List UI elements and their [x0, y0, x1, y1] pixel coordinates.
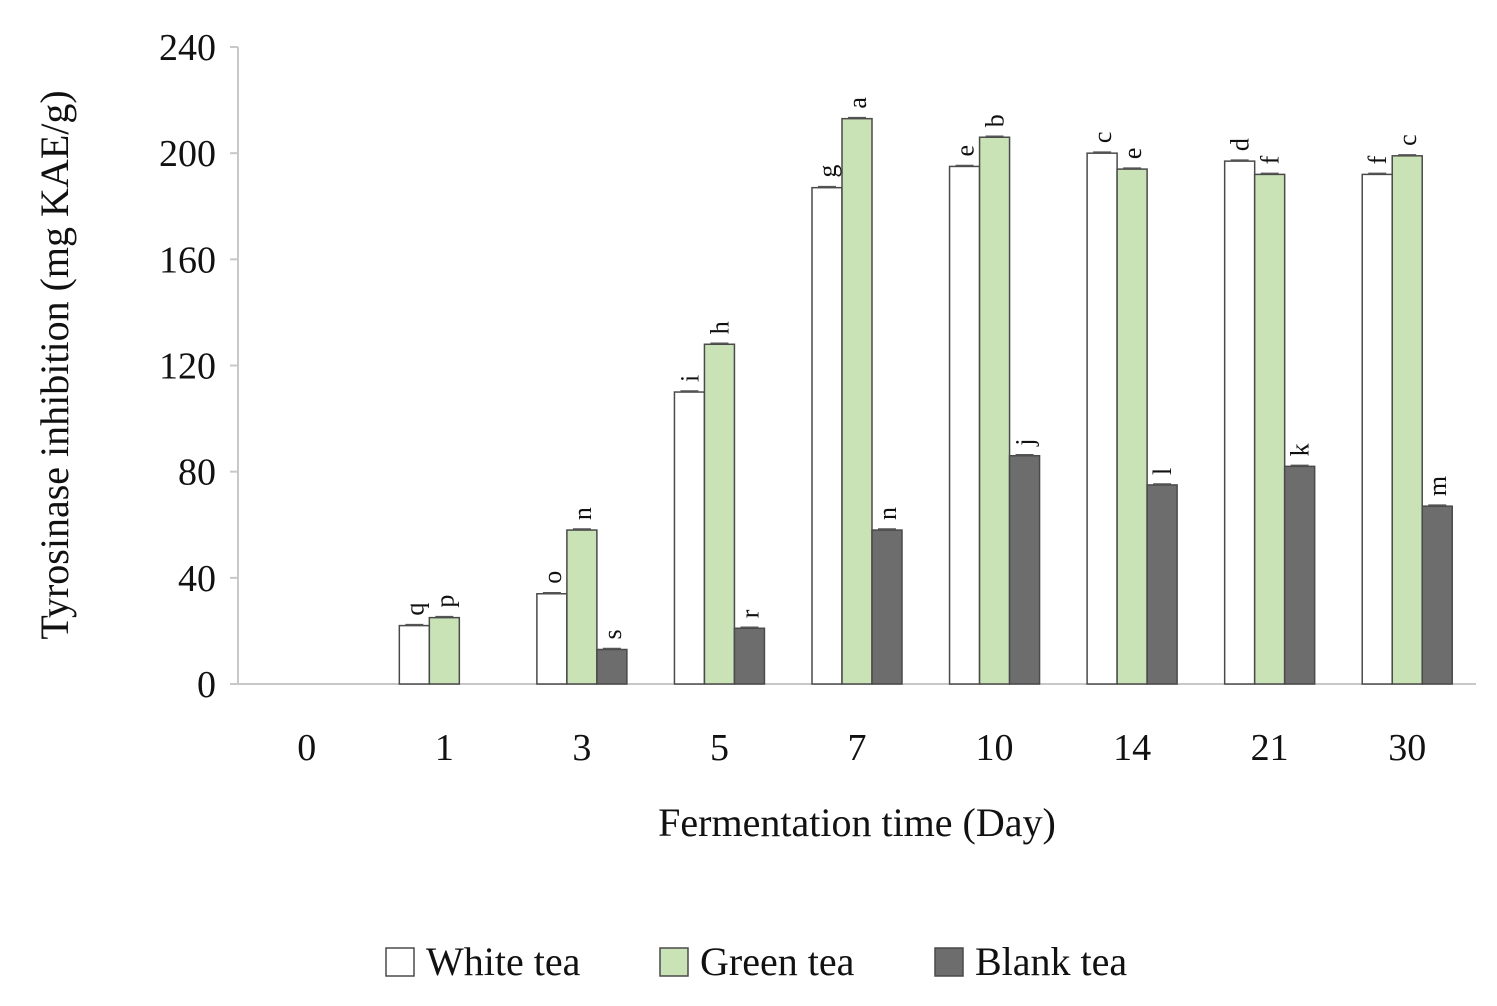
x-tick-label: 14: [1113, 727, 1151, 769]
legend-label-white-tea: White tea: [426, 939, 581, 984]
significance-letter: o: [538, 571, 567, 584]
significance-letter: j: [1011, 439, 1040, 447]
significance-letter: d: [1226, 138, 1255, 151]
significance-letter: a: [843, 97, 872, 109]
significance-letter: q: [400, 603, 429, 616]
bar-white-tea: [673, 391, 706, 685]
y-tick-label: 0: [197, 664, 216, 706]
y-tick-label: 40: [178, 558, 216, 600]
bar-blank-tea: [1283, 465, 1316, 685]
significance-letter: g: [813, 165, 842, 178]
significance-letter: m: [1423, 476, 1452, 496]
significance-letter: c: [1088, 132, 1117, 144]
bar-white-tea: [398, 624, 431, 685]
x-tick-label: 21: [1251, 727, 1289, 769]
bar-blank-tea: [596, 648, 628, 685]
bar-green-tea: [1253, 173, 1286, 685]
significance-letter: p: [430, 595, 459, 608]
x-tick-label: 3: [572, 727, 591, 769]
significance-letter: n: [568, 507, 597, 520]
bars: [398, 116, 1453, 685]
bar-green-tea: [841, 117, 873, 685]
bar-blank-tea: [871, 529, 903, 685]
bar-blank-tea: [1421, 505, 1453, 685]
significance-letter: c: [1393, 134, 1422, 146]
y-tick-label: 80: [178, 452, 216, 494]
significance-letter: f: [1363, 155, 1392, 164]
x-ticks: 0 1 3 5 7 10 14 21 30: [297, 727, 1426, 769]
y-tick-label: 160: [159, 239, 216, 281]
significance-letter: f: [1256, 155, 1285, 164]
x-tick-label: 10: [976, 727, 1014, 769]
bar-blank-tea: [733, 627, 766, 685]
bar-white-tea: [811, 186, 843, 685]
significance-letter: b: [981, 114, 1010, 127]
significance-letter: h: [705, 321, 734, 334]
bar-white-tea: [1223, 160, 1256, 685]
x-tick-label: 7: [848, 727, 867, 769]
y-axis-title: Tyrosinase inhibition (mg KAE/g): [32, 90, 77, 639]
legend-swatch-green-tea: [659, 947, 689, 977]
bar-green-tea: [428, 616, 461, 685]
bar-green-tea: [703, 343, 736, 685]
bar-green-tea: [1391, 155, 1423, 685]
y-tick-label: 200: [159, 133, 216, 175]
significance-letter: e: [1118, 148, 1147, 160]
bar-white-tea: [1361, 173, 1393, 685]
legend-label-green-tea: Green tea: [700, 939, 855, 984]
bar-blank-tea: [1008, 454, 1041, 685]
x-tick-label: 1: [435, 727, 454, 769]
significance-letter: l: [1148, 468, 1177, 475]
bar-green-tea: [1116, 168, 1148, 685]
y-tick-label: 240: [159, 27, 216, 69]
legend-swatch-white-tea: [385, 947, 415, 977]
bar-blank-tea: [1146, 484, 1178, 685]
bar-white-tea: [1086, 152, 1118, 685]
x-tick-label: 0: [297, 727, 316, 769]
significance-letter: i: [675, 375, 704, 382]
significance-letter: k: [1286, 443, 1315, 456]
significance-letter: n: [873, 507, 902, 520]
bar-green-tea: [978, 136, 1011, 685]
legend-swatch-blank-tea: [934, 947, 964, 977]
bar-green-tea: [566, 529, 598, 685]
significance-letter: r: [735, 609, 764, 618]
significance-letter: e: [951, 145, 980, 157]
legend: White tea Green tea Blank tea: [385, 939, 1127, 984]
significance-letter: s: [598, 629, 627, 639]
bar-white-tea: [536, 593, 568, 685]
y-ticks: 0 40 80 120 160 200 240: [159, 27, 238, 706]
legend-label-blank-tea: Blank tea: [975, 939, 1127, 984]
x-tick-label: 5: [710, 727, 729, 769]
bar-white-tea: [948, 165, 981, 685]
x-axis-title: Fermentation time (Day): [658, 800, 1056, 845]
x-tick-label: 30: [1388, 727, 1426, 769]
y-tick-label: 120: [159, 346, 216, 388]
